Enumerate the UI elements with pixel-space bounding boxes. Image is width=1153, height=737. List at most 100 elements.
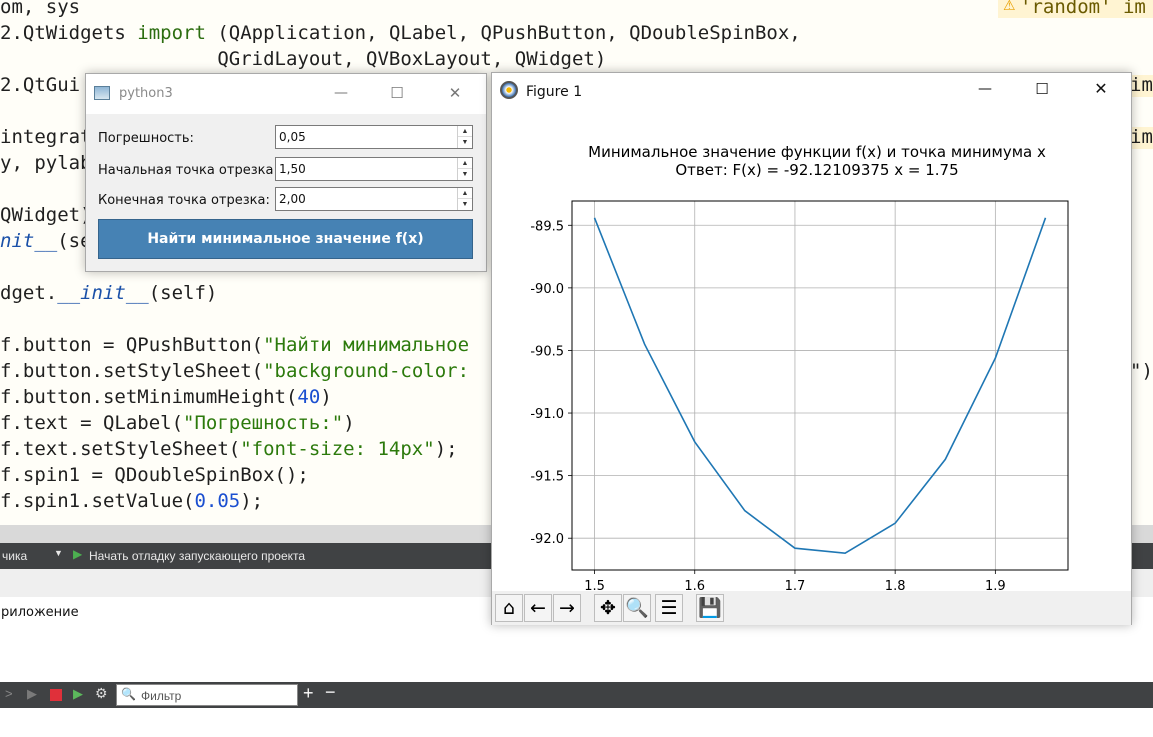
home-icon[interactable]: ⌂ [495, 594, 523, 622]
minimize-icon[interactable]: — [334, 85, 348, 101]
code-line: f.button.setStyleSheet("background-color… [0, 360, 470, 382]
filter-placeholder: Фильтр [141, 689, 182, 703]
run-icon[interactable]: ▶ [27, 686, 37, 701]
code-line: integrat [0, 126, 92, 148]
debug-label[interactable]: Начать отладку запускающего проекта [89, 549, 306, 563]
spin-arrows: ▲ ▼ [457, 188, 472, 210]
right-highlight [1130, 127, 1153, 149]
close-icon[interactable]: ✕ [448, 84, 462, 102]
right-highlight [1130, 75, 1153, 97]
back-icon[interactable]: ← [524, 594, 552, 622]
code-fragment: im [1130, 74, 1153, 96]
window-titlebar[interactable]: python3 — ☐ ✕ [86, 74, 486, 114]
code-line: 2.QtWidgets import (QApplication, QLabel… [0, 22, 801, 44]
y-tick-label: -92.0 [530, 532, 564, 547]
spin-up-icon[interactable]: ▲ [458, 188, 472, 199]
figure-titlebar[interactable]: Figure 1 — ☐ ✕ [492, 73, 1131, 105]
code-line: y, pylab [0, 152, 92, 174]
code-line: QGridLayout, QVBoxLayout, QWidget) [0, 48, 607, 70]
app-window-icon [94, 86, 110, 100]
minimize-icon[interactable]: — [978, 81, 992, 97]
tolerance-label: Погрешность: [98, 131, 194, 146]
code-line: om, sys [0, 0, 81, 18]
start-point-spinbox[interactable]: 1,50 ▲ ▼ [275, 157, 473, 181]
end-point-value[interactable]: 2,00 [279, 192, 306, 206]
stop-icon[interactable] [50, 689, 62, 701]
axis-ticks: 1.5 1.6 1.7 1.8 1.9 -89.5 -90.0 -90.5 -91.0 -91.5… [530, 219, 1005, 591]
x-tick-label: 1.5 [584, 579, 605, 591]
line-chart[interactable]: Минимальное значение функции f(x) и точк… [492, 105, 1131, 591]
y-tick-label: -91.0 [530, 407, 564, 422]
find-minimum-button[interactable]: Найти минимальное значение f(x) [98, 219, 473, 259]
maximize-icon[interactable]: ☐ [390, 84, 404, 102]
grid-lines [572, 201, 1068, 570]
spin-arrows: ▲ ▼ [457, 126, 472, 148]
dropdown-arrow-icon[interactable]: ▼ [54, 548, 63, 558]
code-fragment: im [1130, 126, 1153, 148]
code-line: f.button.setMinimumHeight(40) [0, 386, 332, 408]
close-icon[interactable]: ✕ [1094, 79, 1108, 98]
warning-icon: ⚠ [1003, 0, 1016, 14]
figure-canvas[interactable]: Минимальное значение функции f(x) и точк… [492, 105, 1131, 591]
code-line: QWidget) [0, 204, 92, 226]
x-tick-label: 1.9 [985, 579, 1006, 591]
code-line: 2.QtGui [0, 74, 81, 96]
spin-arrows: ▲ ▼ [457, 158, 472, 180]
tolerance-spinbox[interactable]: 0,05 ▲ ▼ [275, 125, 473, 149]
warning-text: 'random' im [1020, 0, 1146, 18]
end-point-label: Конечная точка отрезка: [98, 193, 270, 208]
code-line: f.button = QPushButton("Найти минимально… [0, 334, 470, 356]
series-line [593, 217, 1047, 555]
plus-icon[interactable]: + [303, 683, 314, 703]
run-selector[interactable]: чика [2, 549, 28, 563]
code-line: f.spin1 = QDoubleSpinBox(); [0, 464, 309, 486]
matplotlib-icon [500, 81, 518, 99]
code-line: f.text = QLabel("Погрешность:") [0, 412, 355, 434]
start-point-label: Начальная точка отрезка: [98, 163, 278, 178]
chart-subtitle: Ответ: F(x) = -92.12109375 x = 1.75 [675, 161, 958, 179]
figure-title: Figure 1 [526, 84, 583, 100]
end-point-spinbox[interactable]: 2,00 ▲ ▼ [275, 187, 473, 211]
spin-down-icon[interactable]: ▼ [461, 201, 469, 208]
x-tick-label: 1.8 [885, 579, 906, 591]
series [593, 217, 1047, 555]
configure-subplots-icon[interactable]: ☰ [655, 594, 683, 622]
x-tick-label: 1.7 [785, 579, 806, 591]
window-title: python3 [119, 86, 173, 101]
y-tick-label: -90.5 [530, 344, 564, 359]
spin-down-icon[interactable]: ▼ [461, 139, 469, 146]
debug-icon[interactable]: ▶ [73, 686, 83, 701]
plot-frame [571, 200, 1069, 571]
minus-icon[interactable]: − [325, 682, 336, 702]
output-toolbar: > ▶ ▶ ⚙ 🔍 Фильтр + − [0, 682, 1153, 708]
zoom-icon[interactable]: 🔍 [623, 594, 651, 622]
chart-title: Минимальное значение функции f(x) и точк… [588, 143, 1046, 161]
code-fragment: ") [1130, 360, 1153, 382]
spin-up-icon[interactable]: ▲ [458, 126, 472, 137]
forward-icon[interactable]: → [553, 594, 581, 622]
code-line: f.text.setStyleSheet("font-size: 14px"); [0, 438, 458, 460]
python3-window: python3 — ☐ ✕ Погрешность: 0,05 ▲ ▼ Нача… [85, 73, 487, 272]
pan-icon[interactable]: ✥ [594, 594, 622, 622]
code-line: nit__(se [0, 230, 92, 252]
filter-input[interactable]: 🔍 Фильтр [116, 684, 298, 706]
spin-down-icon[interactable]: ▼ [461, 171, 469, 178]
x-tick-label: 1.6 [684, 579, 705, 591]
maximize-icon[interactable]: ☐ [1035, 80, 1049, 98]
y-tick-label: -90.0 [530, 282, 564, 297]
figure-window: Figure 1 — ☐ ✕ Минимальное значение функ… [491, 72, 1132, 625]
code-line: dget.__init__(self) [0, 282, 218, 304]
debug-run-icon[interactable]: ▶ [73, 547, 83, 561]
app-output-label: риложение [1, 605, 79, 620]
y-tick-label: -91.5 [530, 470, 564, 485]
y-tick-label: -89.5 [530, 219, 564, 234]
start-point-value[interactable]: 1,50 [279, 162, 306, 176]
figure-toolbar: ⌂ ← → ✥ 🔍 ☰ 💾 [492, 591, 1131, 625]
save-icon[interactable]: 💾 [696, 594, 724, 622]
warning-highlight [998, 0, 1153, 18]
gear-icon[interactable]: ⚙ [95, 685, 108, 701]
tolerance-value[interactable]: 0,05 [279, 130, 306, 144]
spin-up-icon[interactable]: ▲ [458, 158, 472, 169]
chevron-right-icon[interactable]: > [5, 686, 13, 701]
code-line: f.spin1.setValue(0.05); [0, 490, 264, 512]
